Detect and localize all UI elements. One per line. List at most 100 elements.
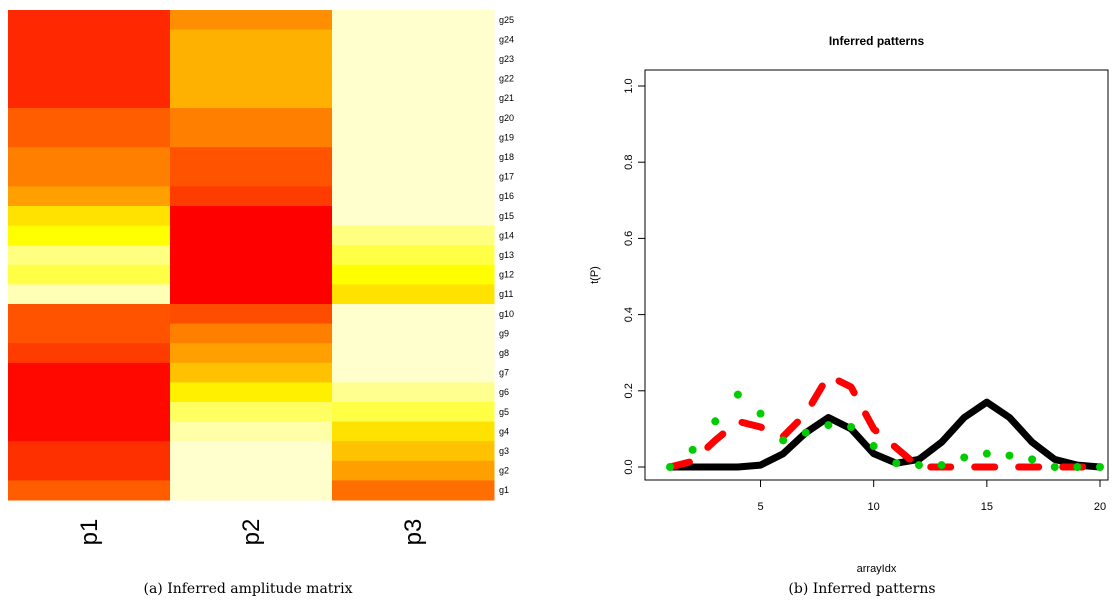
row-label: g13: [499, 250, 514, 260]
heatmap-cell-g1-p1: [8, 480, 171, 501]
heatmap-cell-g24-p3: [332, 29, 495, 50]
heatmap-cell-g9-p1: [8, 323, 171, 344]
heatmap-cell-g15-p2: [170, 206, 333, 227]
y-axis-label: t(P): [589, 266, 601, 284]
row-label: g11: [499, 289, 513, 299]
heatmap-cell-g23-p2: [170, 49, 333, 70]
heatmap-cell-g20-p3: [332, 108, 495, 129]
chart-title: Inferred patterns: [829, 34, 925, 48]
series-2-point-8: [824, 421, 833, 430]
row-label: g9: [499, 328, 509, 338]
row-label: g10: [499, 309, 514, 319]
series-2-point-7: [801, 428, 810, 437]
heatmap-cell-g17-p3: [332, 166, 495, 187]
y-tick-label: 0.4: [623, 307, 635, 322]
heatmap-cell-g16-p1: [8, 186, 171, 207]
heatmap-cell-g25-p1: [8, 10, 171, 31]
row-label: g8: [499, 348, 509, 358]
heatmap-cell-g16-p2: [170, 186, 333, 207]
series-2-point-5: [756, 409, 765, 418]
heatmap-cell-g24-p2: [170, 29, 333, 50]
heatmap-cell-g17-p1: [8, 166, 171, 187]
series-2-point-4: [733, 390, 742, 399]
x-tick-label: 10: [868, 501, 880, 513]
heatmap-cell-g9-p3: [332, 323, 495, 344]
heatmap-cell-g18-p3: [332, 147, 495, 168]
series-2-point-18: [1050, 463, 1059, 471]
heatmap-cell-g8-p3: [332, 343, 495, 364]
series-0-line: [670, 398, 1101, 471]
column-label: p2: [238, 519, 265, 546]
y-tick-label: 0.2: [623, 383, 635, 398]
heatmap-cell-g6-p2: [170, 382, 333, 403]
heatmap-cell-g21-p2: [170, 88, 333, 109]
heatmap-cell-g19-p1: [8, 127, 171, 148]
heatmap-cell-g21-p3: [332, 88, 495, 109]
row-label: g25: [499, 15, 514, 25]
caption-a: (a) Inferred amplitude matrix: [143, 581, 352, 597]
amplitude-heatmap: g25 g24 g23 g22 g21 g20 g19 g18 g17 g16 g15 g14 g13 g…: [8, 10, 514, 545]
series-1-line: [666, 372, 1104, 471]
series-2-point-9: [847, 422, 856, 431]
series-2-point-17: [1028, 455, 1037, 464]
series-2-point-6: [779, 436, 788, 445]
heatmap-cell-g11-p2: [170, 284, 333, 305]
series-2-point-1: [666, 463, 674, 471]
heatmap-cell-g16-p3: [332, 186, 495, 207]
series-2-point-12: [914, 461, 923, 470]
row-label: g20: [499, 113, 514, 123]
caption-b: (b) Inferred patterns: [788, 581, 935, 597]
y-tick-label: 0.8: [623, 155, 635, 170]
heatmap-cell-g5-p3: [332, 402, 495, 423]
row-label: g7: [499, 368, 509, 378]
heatmap-cell-g14-p1: [8, 225, 171, 246]
heatmap-cell-g10-p2: [170, 304, 333, 325]
heatmap-cell-g10-p3: [332, 304, 495, 325]
row-label: g17: [499, 172, 514, 182]
row-label: g1: [499, 485, 509, 495]
series-2-point-14: [960, 453, 969, 462]
heatmap-cell-g18-p2: [170, 147, 333, 168]
row-label: g12: [499, 270, 514, 280]
heatmap-cell-g7-p3: [332, 362, 495, 383]
heatmap-cell-g2-p2: [170, 460, 333, 481]
heatmap-cell-g19-p3: [332, 127, 495, 148]
heatmap-cell-g3-p1: [8, 441, 171, 462]
heatmap-cell-g25-p2: [170, 10, 333, 31]
column-label: p1: [76, 519, 103, 546]
heatmap-cell-g23-p3: [332, 49, 495, 70]
x-tick-label: 5: [757, 501, 763, 513]
heatmap-cell-g14-p3: [332, 225, 495, 246]
heatmap-cell-g22-p3: [332, 68, 495, 89]
patterns-line-chart: Inferred patterns arrayIdx t(P) 5 10 15 20 0.0 0…: [589, 34, 1109, 575]
row-label: g16: [499, 191, 514, 201]
heatmap-cell-g2-p1: [8, 460, 171, 481]
heatmap-cell-g22-p2: [170, 68, 333, 89]
row-label: g22: [499, 74, 514, 84]
column-label: p3: [400, 519, 427, 546]
row-label: g14: [499, 230, 514, 240]
row-label: g2: [499, 466, 509, 476]
heatmap-cell-g4-p1: [8, 421, 171, 442]
row-label: g4: [499, 426, 509, 436]
heatmap-cell-g21-p1: [8, 88, 171, 109]
y-tick-label: 1.0: [623, 78, 635, 93]
row-label: g3: [499, 446, 509, 456]
row-label: g6: [499, 387, 509, 397]
heatmap-cell-g5-p2: [170, 402, 333, 423]
heatmap-cell-g3-p3: [332, 441, 495, 462]
series-2-point-19: [1073, 463, 1082, 471]
y-tick-label: 0.0: [623, 459, 635, 474]
series-2-point-20: [1096, 463, 1104, 471]
series-2-point-2: [688, 445, 697, 454]
heatmap-cell-g6-p1: [8, 382, 171, 403]
heatmap-cell-g22-p1: [8, 68, 171, 89]
x-axis-label: arrayIdx: [857, 563, 897, 575]
heatmap-cell-g4-p2: [170, 421, 333, 442]
heatmap-cell-g14-p2: [170, 225, 333, 246]
row-label: g24: [499, 34, 514, 44]
heatmap-cell-g25-p3: [332, 10, 495, 31]
heatmap-cell-g17-p2: [170, 166, 333, 187]
heatmap-cell-g20-p2: [170, 108, 333, 129]
